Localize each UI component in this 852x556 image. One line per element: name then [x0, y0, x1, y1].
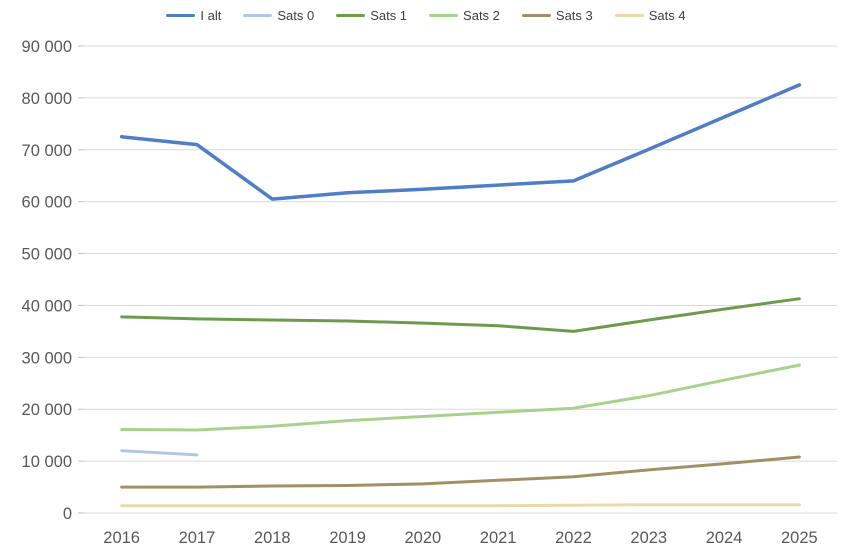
y-tick-label: 90 000 — [22, 38, 72, 56]
series-line-sats-1 — [120, 297, 801, 333]
legend-line-swatch-icon — [166, 14, 196, 17]
legend-line-swatch-icon — [429, 14, 459, 17]
y-tick-label: 30 000 — [22, 349, 72, 367]
y-tick-label: 40 000 — [22, 297, 72, 315]
legend-item-sats-3: Sats 3 — [521, 8, 593, 23]
x-tick-label: 2016 — [103, 529, 140, 547]
legend-line-swatch-icon — [336, 14, 366, 17]
y-tick-label: 0 — [63, 505, 72, 523]
legend-item-sats-0: Sats 0 — [243, 9, 314, 22]
x-tick-label: 2024 — [706, 529, 743, 547]
x-tick-label: 2025 — [781, 529, 818, 547]
legend-label: Sats 4 — [648, 8, 686, 23]
series-line-sats-0 — [120, 449, 199, 457]
legend-label: I alt — [200, 8, 222, 23]
legend-item-sats-4: Sats 4 — [614, 8, 686, 23]
legend-line-swatch-icon — [614, 14, 644, 17]
y-tick-label: 70 000 — [22, 142, 72, 160]
x-tick-label: 2019 — [329, 529, 366, 547]
chart-legend: I alt Sats 0 Sats 1 Sats 2 Sats 3 Sats 4 — [0, 9, 852, 22]
legend-line-swatch-icon — [243, 14, 273, 17]
legend-item-sats-2: Sats 2 — [429, 9, 500, 22]
legend-label: Sats 0 — [277, 8, 315, 23]
x-tick-label: 2017 — [179, 529, 216, 547]
y-tick-label: 50 000 — [22, 246, 72, 264]
y-tick-label: 80 000 — [22, 90, 72, 108]
legend-label: Sats 2 — [463, 8, 500, 23]
legend-label: Sats 3 — [555, 8, 593, 23]
series-line-i-alt — [119, 83, 802, 201]
x-tick-label: 2018 — [254, 529, 291, 547]
y-tick-label: 60 000 — [22, 194, 72, 212]
x-tick-label: 2020 — [404, 529, 441, 547]
legend-label: Sats 1 — [370, 8, 408, 23]
series-line-sats-2 — [120, 363, 801, 432]
y-tick-label: 10 000 — [22, 453, 72, 471]
x-tick-label: 2023 — [630, 529, 667, 547]
series-line-sats-3 — [120, 455, 801, 489]
legend-item-i-alt: I alt — [166, 9, 221, 22]
legend-item-sats-1: Sats 1 — [336, 9, 407, 22]
y-tick-label: 20 000 — [22, 401, 72, 419]
x-tick-label: 2022 — [555, 529, 592, 547]
legend-line-swatch-icon — [521, 14, 551, 17]
x-tick-label: 2021 — [480, 529, 517, 547]
series-line-sats-4 — [120, 503, 801, 508]
